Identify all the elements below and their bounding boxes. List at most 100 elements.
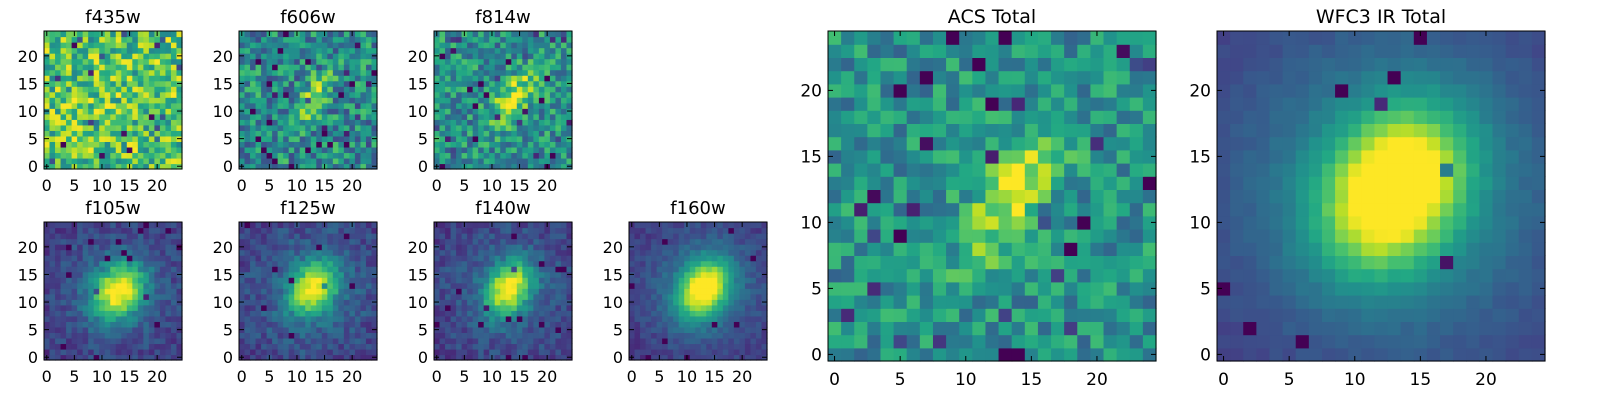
pixel-cell <box>932 189 947 204</box>
pixel-cell <box>60 157 67 165</box>
pixel-cell <box>739 260 746 267</box>
pixel-cell <box>456 244 463 251</box>
pixel-cell <box>439 69 446 76</box>
pixel-cell <box>434 227 441 234</box>
pixel-cell <box>700 288 707 295</box>
pixel-cell <box>1024 189 1039 204</box>
pixel-cell <box>82 321 89 328</box>
pixel-cell <box>310 337 317 345</box>
pixel-cell <box>255 47 262 54</box>
pixel-cell <box>755 321 763 328</box>
pixel-cell <box>478 102 485 109</box>
pixel-cell <box>299 271 306 278</box>
pixel-cell <box>165 146 172 154</box>
pixel-cell <box>66 260 73 267</box>
pixel-cell <box>505 277 512 284</box>
pixel-cell <box>277 47 284 54</box>
pixel-cell <box>82 91 89 98</box>
pixel-cell <box>272 326 279 333</box>
pixel-cell <box>299 157 306 165</box>
pixel-cell <box>645 304 652 311</box>
pixel-cell <box>1129 242 1144 256</box>
pixel-cell <box>522 42 529 49</box>
pixel-cell <box>371 332 378 339</box>
pixel-cell <box>176 260 183 267</box>
pixel-cell <box>82 304 89 311</box>
pixel-cell <box>500 113 507 120</box>
pixel-cell <box>733 304 740 311</box>
pixel-cell <box>461 299 468 306</box>
pixel-cell <box>104 69 111 76</box>
pixel-cell <box>673 227 680 234</box>
pixel-cell <box>538 42 545 49</box>
pixel-cell <box>461 108 468 115</box>
pixel-cell <box>327 332 334 339</box>
pixel-cell <box>261 163 268 170</box>
pixel-cell <box>338 288 345 295</box>
pixel-cell <box>750 337 757 345</box>
pixel-cell <box>489 332 496 339</box>
pixel-cell <box>283 348 290 356</box>
x-tick-label: 0 <box>42 176 52 195</box>
pixel-cell <box>689 266 696 273</box>
pixel-cell <box>316 80 323 87</box>
pixel-cell <box>115 227 122 234</box>
pixel-cell <box>560 332 568 339</box>
pixel-cell <box>338 332 345 339</box>
pixel-cell <box>55 152 62 159</box>
pixel-cell <box>560 53 568 60</box>
pixel-cell <box>132 304 139 311</box>
pixel-cell <box>321 102 328 109</box>
pixel-cell <box>143 124 150 131</box>
pixel-cell <box>1037 215 1052 230</box>
pixel-cell <box>717 315 724 322</box>
pixel-cell <box>165 337 172 345</box>
pixel-cell <box>77 53 84 60</box>
pixel-cell <box>316 310 323 317</box>
pixel-cell <box>538 31 545 38</box>
pixel-cell <box>60 337 67 345</box>
pixel-cell <box>338 343 345 350</box>
pixel-cell <box>159 119 167 126</box>
pixel-cell <box>1037 189 1052 204</box>
pixel-cell <box>472 354 479 361</box>
pixel-cell <box>321 69 328 76</box>
pixel-cell <box>170 299 178 306</box>
y-tick-label: 0 <box>223 157 233 176</box>
pixel-cell <box>55 354 62 361</box>
pixel-cell <box>656 271 663 278</box>
pixel-cell <box>66 337 73 345</box>
pixel-cell <box>854 163 868 177</box>
pixel-cell <box>700 348 707 356</box>
pixel-cell <box>494 163 501 170</box>
pixel-cell <box>327 244 334 251</box>
pixel-cell <box>327 47 334 54</box>
pixel-cell <box>450 31 457 38</box>
pixel-cell <box>115 348 122 356</box>
pixel-cell <box>549 260 557 267</box>
pixel-cell <box>60 135 67 142</box>
pixel-cell <box>66 91 73 98</box>
pixel-cell <box>283 266 290 273</box>
pixel-cell <box>1116 163 1131 177</box>
pixel-cell <box>82 227 89 234</box>
pixel-cell <box>456 337 463 345</box>
pixel-cell <box>467 337 474 345</box>
pixel-cell <box>71 315 78 322</box>
pixel-cell <box>55 124 62 131</box>
pixel-cell <box>165 244 172 251</box>
pixel-cell <box>371 222 378 229</box>
y-tick-label: 10 <box>408 102 428 121</box>
pixel-cell <box>434 124 441 131</box>
pixel-cell <box>750 315 757 322</box>
pixel-cell <box>261 124 268 131</box>
pixel-cell <box>121 47 128 54</box>
pixel-cell <box>159 244 167 251</box>
pixel-cell <box>294 337 301 345</box>
pixel-cell <box>360 36 367 43</box>
pixel-cell <box>711 266 718 273</box>
pixel-cell <box>640 288 647 295</box>
pixel-cell <box>500 222 507 229</box>
pixel-cell <box>261 332 268 339</box>
pixel-cell <box>283 53 290 60</box>
